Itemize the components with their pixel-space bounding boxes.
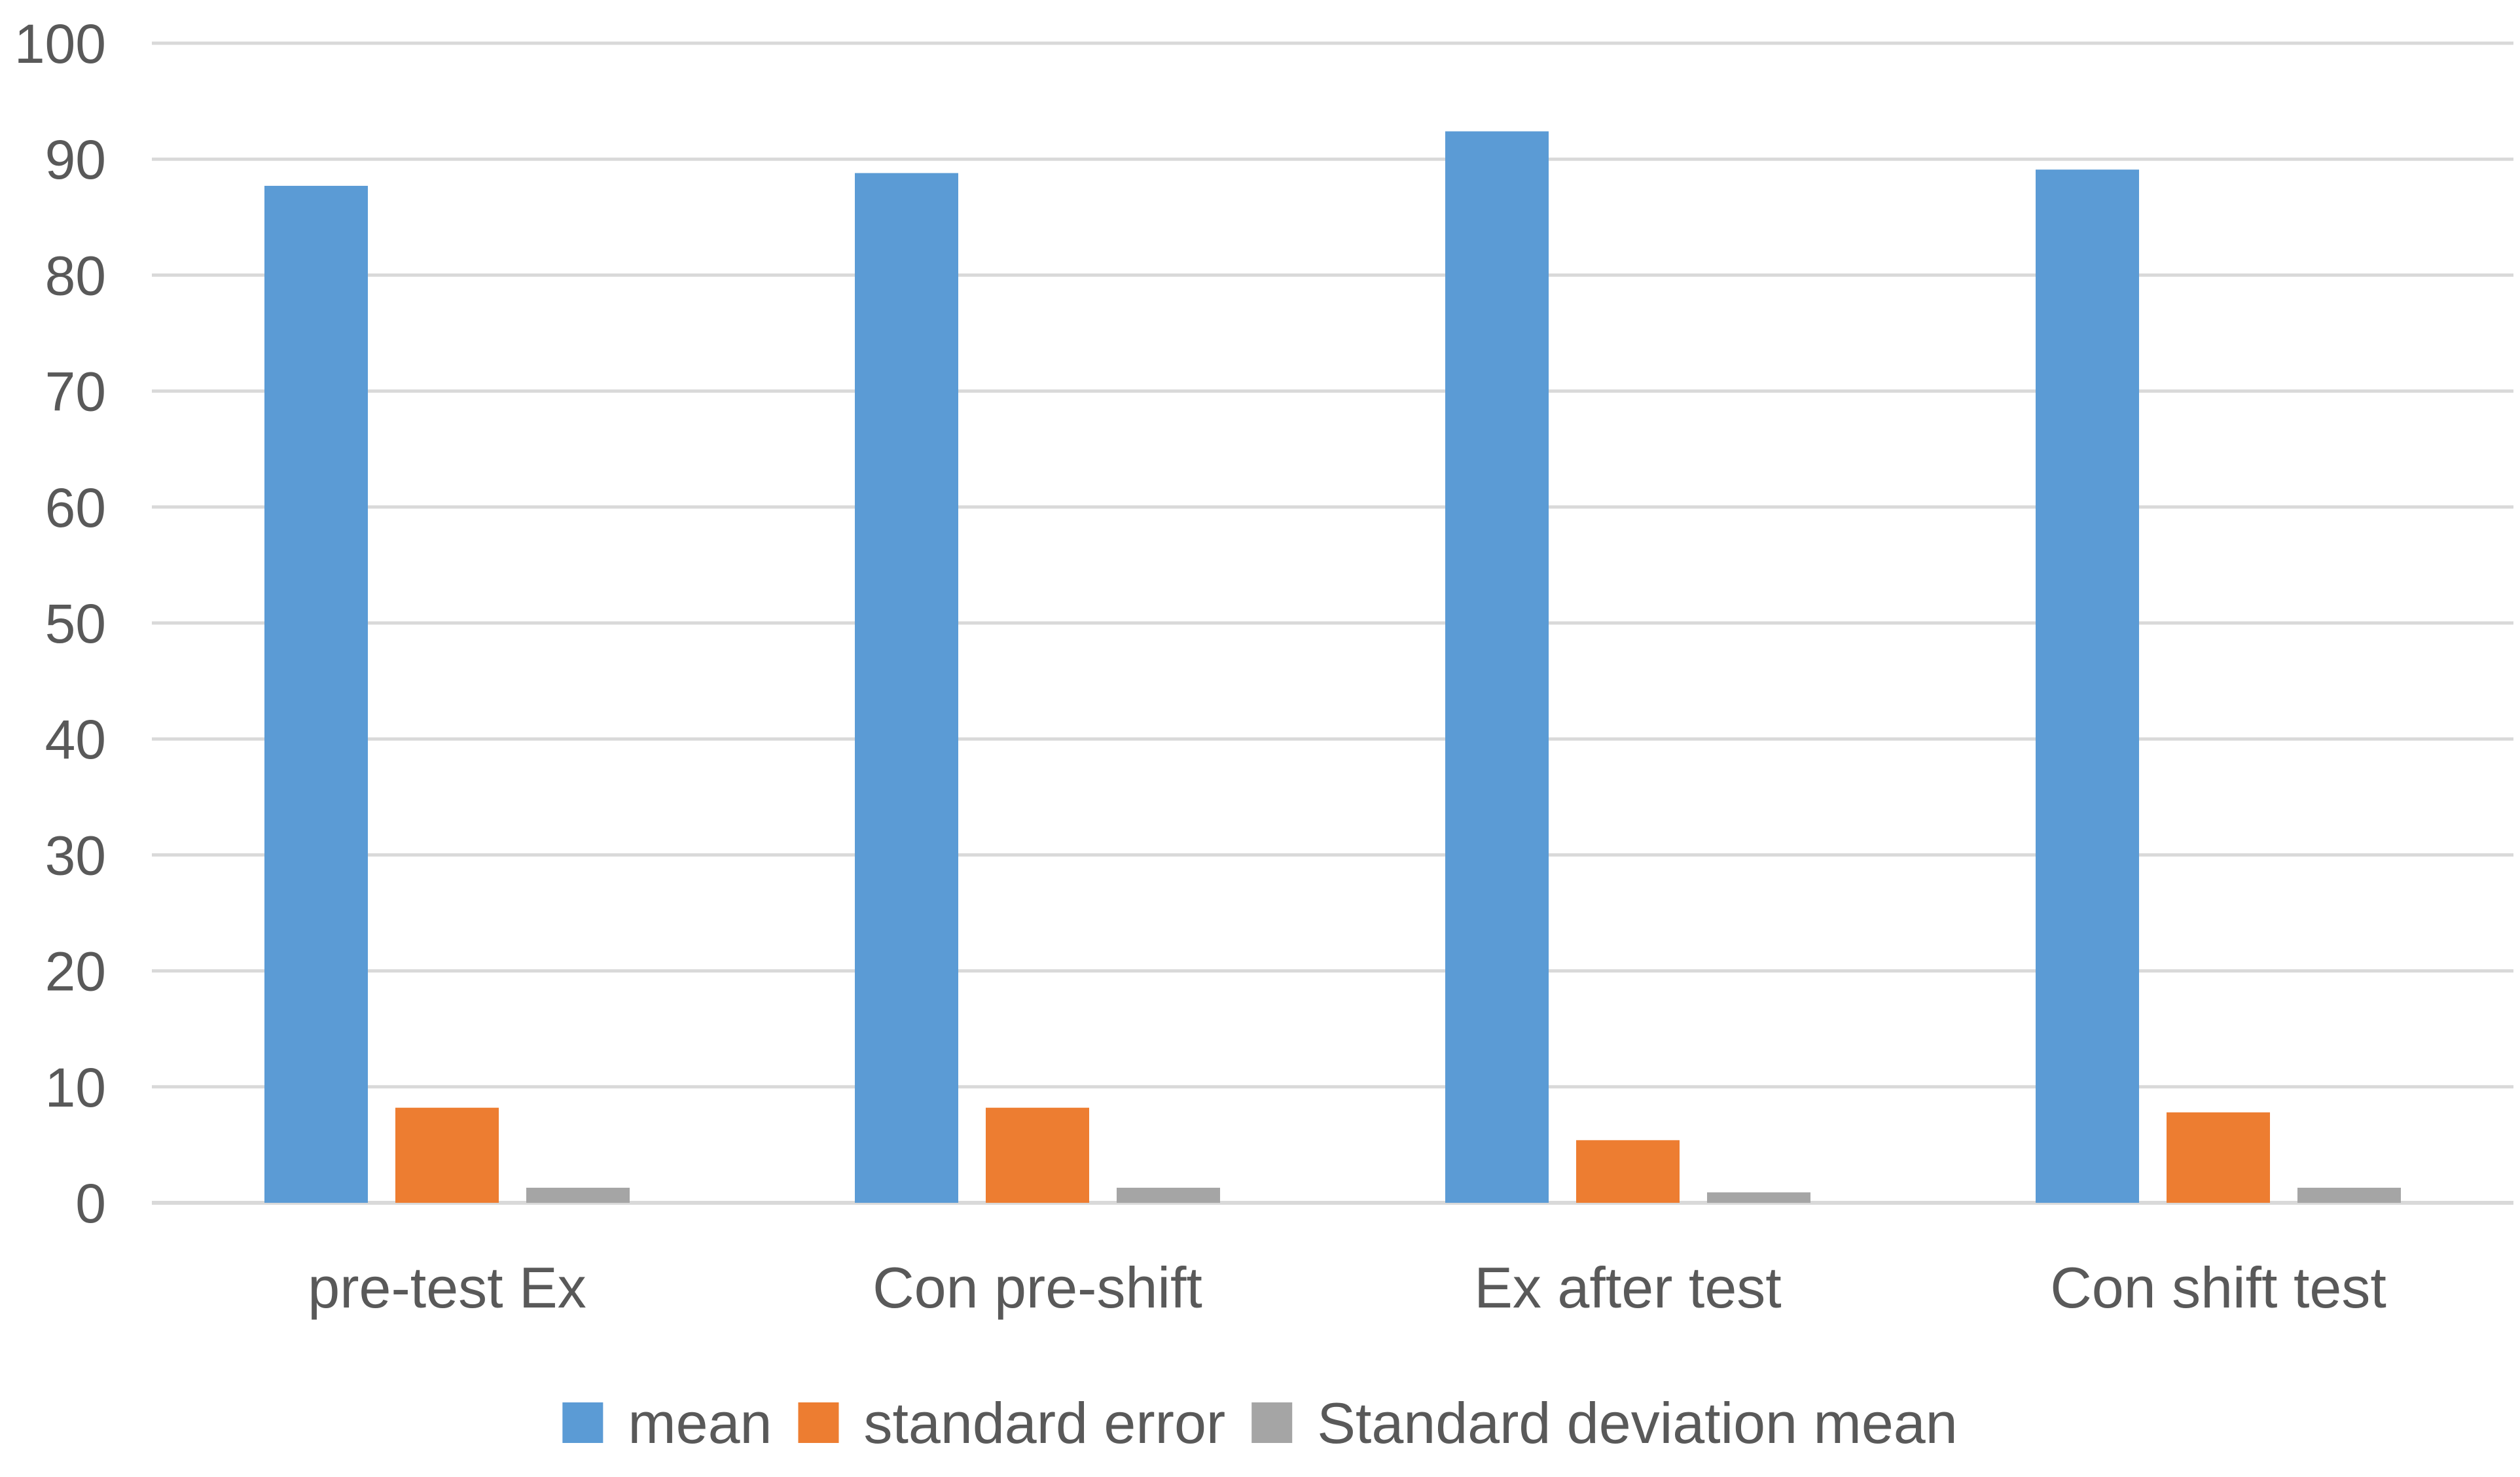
bar-standard-deviation-mean xyxy=(1707,1192,1810,1203)
x-category-label: Con pre-shift xyxy=(873,1255,1202,1320)
legend-label: mean xyxy=(628,1391,772,1455)
bar-standard-deviation-mean xyxy=(1117,1187,1220,1203)
y-tick-label: 30 xyxy=(45,825,106,886)
bar-mean xyxy=(2036,169,2139,1203)
legend: mean standard error Standard deviation mea… xyxy=(562,1391,1958,1455)
y-tick-label: 100 xyxy=(14,13,106,75)
bar-standard-deviation-mean xyxy=(526,1187,630,1203)
legend-swatch-standard-error xyxy=(798,1402,839,1443)
legend-label: standard error xyxy=(863,1391,1225,1455)
bar-mean xyxy=(264,185,368,1203)
y-tick-label: 40 xyxy=(45,709,106,770)
bar-mean xyxy=(855,173,958,1203)
y-tick-label: 20 xyxy=(45,941,106,1003)
x-axis-category-labels: pre-test Ex Con pre-shift Ex after test Con… xyxy=(308,1255,2386,1320)
bar-standard-error xyxy=(395,1107,499,1203)
legend-swatch-standard-deviation-mean xyxy=(1251,1402,1293,1443)
y-tick-label: 90 xyxy=(45,129,106,190)
bars xyxy=(264,131,2401,1203)
bar-mean xyxy=(1445,131,1549,1203)
bar-standard-deviation-mean xyxy=(2297,1187,2401,1203)
bar-standard-error xyxy=(2167,1112,2270,1203)
legend-swatch-mean xyxy=(562,1402,603,1443)
y-tick-label: 70 xyxy=(45,361,106,423)
x-category-label: Ex after test xyxy=(1474,1255,1782,1320)
x-category-label: pre-test Ex xyxy=(308,1255,586,1320)
bar-standard-error xyxy=(986,1107,1089,1203)
bar-standard-error xyxy=(1576,1140,1680,1203)
y-tick-label: 50 xyxy=(45,593,106,654)
y-tick-label: 10 xyxy=(45,1057,106,1118)
y-tick-label: 80 xyxy=(45,245,106,306)
y-tick-label: 60 xyxy=(45,477,106,539)
x-category-label: Con shift test xyxy=(2050,1255,2386,1320)
legend-label: Standard deviation mean xyxy=(1317,1391,1957,1455)
gridlines xyxy=(152,41,2513,1205)
y-tick-label: 0 xyxy=(75,1173,106,1234)
y-axis-tick-labels: 0 10 20 30 40 50 60 70 80 90 100 xyxy=(14,13,106,1234)
